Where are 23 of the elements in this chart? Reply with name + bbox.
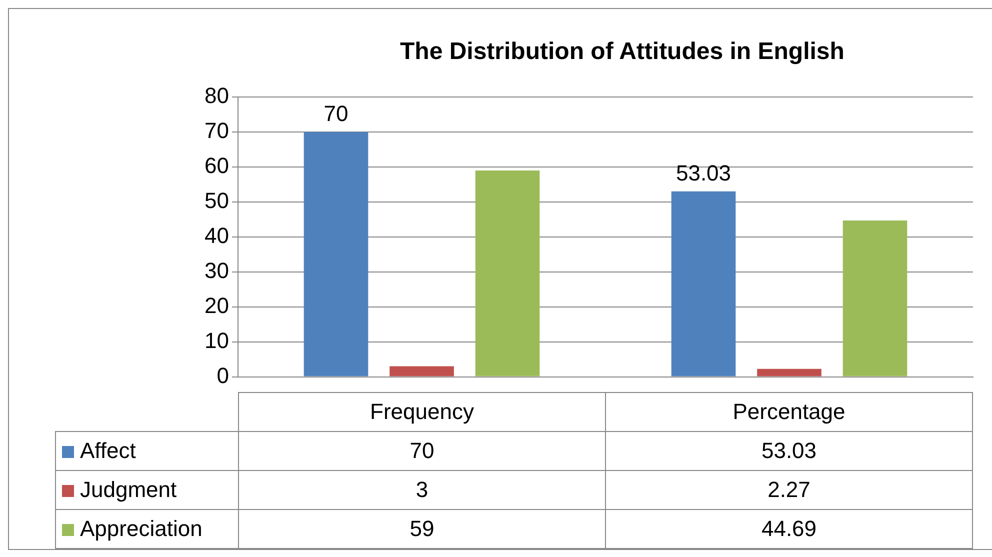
y-tick-label: 80 — [204, 83, 229, 108]
y-tick-label: 0 — [216, 362, 229, 388]
annotation: 53.03 — [676, 160, 732, 186]
legend-label: Appreciation — [56, 510, 238, 548]
data-label: 70 — [238, 432, 606, 470]
x-tick-label: Frequency — [238, 392, 606, 432]
data-label: 44.69 — [606, 510, 972, 548]
legend-label: Judgment — [56, 470, 238, 510]
y-tick-label: 20 — [204, 292, 229, 318]
y-tick-label: 60 — [204, 153, 229, 178]
y-tick-label: 10 — [204, 328, 229, 353]
y-tick-label: 40 — [204, 222, 229, 248]
legend-label: Affect — [56, 432, 238, 470]
data-label: 53.03 — [606, 432, 972, 470]
y-tick-label: 70 — [204, 118, 229, 144]
chart-title: The Distribution of Attitudes in English — [400, 38, 844, 66]
y-tick-label: 30 — [204, 258, 229, 283]
x-tick-label: Percentage — [606, 392, 972, 432]
annotation: 70 — [324, 101, 348, 126]
data-label: 2.27 — [606, 470, 972, 510]
y-tick-label: 50 — [204, 188, 229, 213]
data-label: 3 — [238, 470, 606, 510]
data-label: 59 — [238, 510, 606, 548]
